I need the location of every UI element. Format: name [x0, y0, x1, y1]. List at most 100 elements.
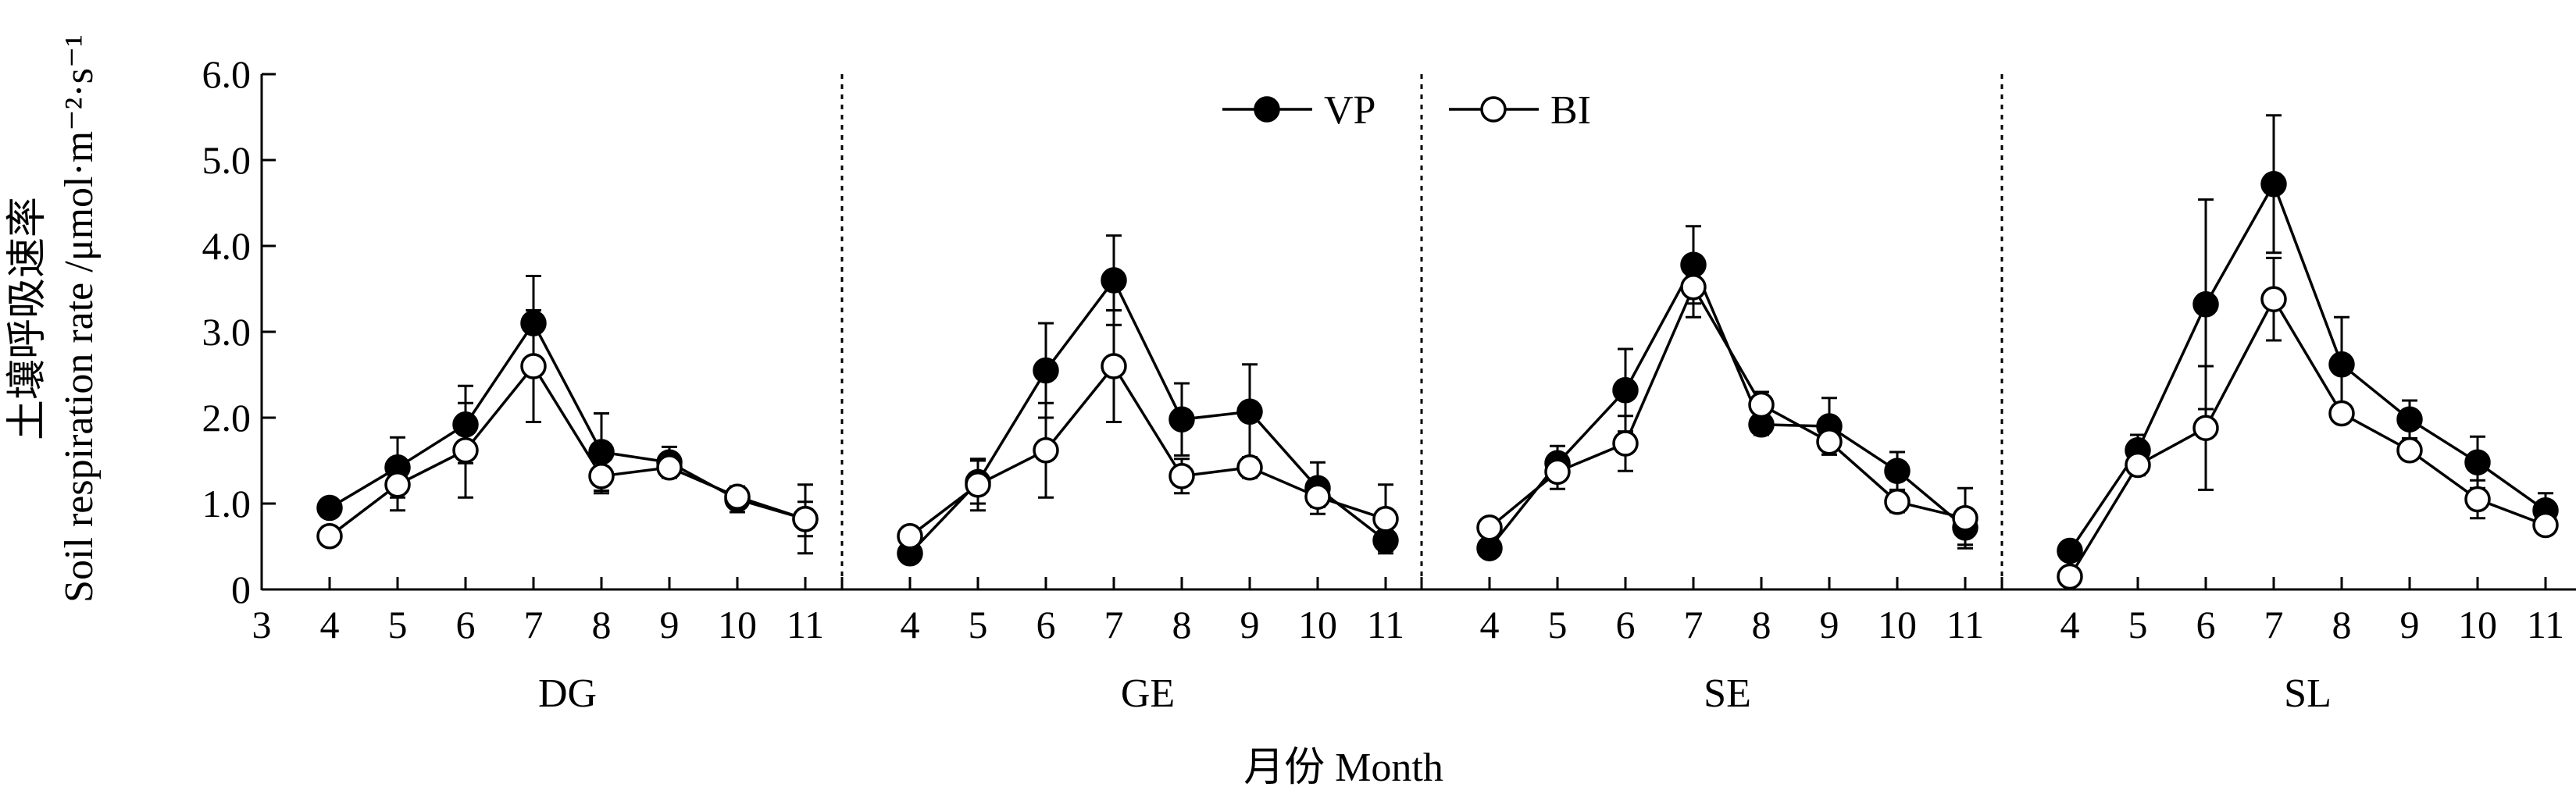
x-tick-label: 6 [2196, 603, 2216, 646]
data-point-bi [588, 463, 615, 490]
data-point-vp [2057, 537, 2083, 564]
legend-label: VP [1324, 88, 1375, 133]
x-tick-label: 9 [2400, 603, 2420, 646]
y-tick-label: 3.0 [202, 310, 252, 354]
data-point-bi [384, 472, 411, 498]
y-axis-title-en: Soil respiration rate /μmol·m⁻²·s⁻¹ [57, 34, 102, 603]
legend-marker [1480, 96, 1507, 123]
panel-dg: DG [316, 275, 819, 716]
data-point-bi [1033, 437, 1059, 464]
y-axis-title-cn: 土壤呼吸速率 [5, 197, 50, 440]
x-tick-label: 5 [969, 603, 988, 646]
panel-label: GE [1121, 671, 1175, 716]
x-tick-label: 7 [2264, 603, 2284, 646]
legend-marker [1254, 96, 1280, 123]
y-tick-label: 4.0 [202, 224, 252, 268]
x-tick-label: 6 [1616, 603, 1636, 646]
legend-bi: BI [1449, 88, 1591, 133]
data-point-bi [452, 437, 479, 464]
data-point-bi [2057, 563, 2083, 590]
data-point-bi [656, 454, 683, 481]
x-tick-label: 10 [1298, 603, 1337, 646]
x-tick-label: 8 [1172, 603, 1192, 646]
x-tick-label: 11 [787, 603, 824, 646]
data-point-vp [1372, 527, 1399, 554]
data-point-vp [1168, 406, 1195, 433]
data-point-vp [2396, 406, 2423, 433]
data-point-vp [2464, 449, 2491, 475]
data-point-bi [2328, 400, 2355, 427]
data-point-bi [792, 506, 819, 532]
data-point-vp [1033, 357, 1059, 384]
x-tick-label: 3 [252, 603, 272, 646]
x-tick-label: 7 [524, 603, 544, 646]
panel-ge: GE [897, 234, 1399, 716]
x-tick-label: 7 [1104, 603, 1124, 646]
data-point-bi [897, 523, 923, 550]
x-tick-label: 6 [456, 603, 476, 646]
x-tick-label: 10 [718, 603, 757, 646]
data-point-bi [2464, 486, 2491, 513]
x-tick-label: 6 [1036, 603, 1056, 646]
x-tick-label: 9 [1820, 603, 1839, 646]
panel-se: SE [1476, 225, 1978, 716]
y-tick-label: 2.0 [202, 396, 252, 440]
data-point-bi [1476, 514, 1503, 541]
data-point-bi [2125, 451, 2151, 479]
data-point-bi [1680, 274, 1707, 301]
data-point-bi [1952, 504, 1978, 532]
x-tick-label: 8 [1752, 603, 1771, 646]
data-point-vp [316, 494, 343, 522]
x-tick-label: 4 [1480, 603, 1500, 646]
x-tick-label: 4 [320, 603, 340, 646]
y-tick-label: 0 [231, 568, 251, 611]
data-point-bi [1884, 489, 1911, 515]
y-tick-label: 6.0 [202, 52, 252, 96]
x-tick-label: 8 [2332, 603, 2352, 646]
data-point-vp [2192, 291, 2219, 318]
data-point-bi [1168, 463, 1195, 490]
x-tick-label: 9 [1240, 603, 1260, 646]
series-line-vp [908, 277, 1387, 555]
x-tick-label: 4 [901, 603, 920, 646]
x-axis-title: 月份 Month [1243, 746, 1443, 790]
data-point-bi [1372, 506, 1399, 532]
data-point-bi [1748, 391, 1775, 418]
legend-label: BI [1550, 88, 1591, 133]
data-point-bi [1544, 458, 1571, 486]
x-tick-label: 9 [660, 603, 680, 646]
data-point-vp [2260, 171, 2287, 198]
data-point-bi [1236, 454, 1263, 481]
x-tick-label: 4 [2060, 603, 2080, 646]
x-tick-label: 7 [1684, 603, 1704, 646]
y-tick-label: 1.0 [202, 482, 252, 525]
y-tick-label: 5.0 [202, 138, 252, 182]
data-point-bi [520, 353, 547, 379]
data-point-vp [1680, 251, 1707, 278]
x-tick-label: 10 [2458, 603, 2497, 646]
data-point-bi [724, 483, 751, 510]
panel-label: DG [538, 671, 597, 716]
data-point-vp [452, 411, 479, 438]
data-point-bi [1816, 429, 1843, 455]
legend: VP BI [1222, 88, 1591, 133]
data-point-vp [1101, 267, 1127, 294]
data-point-bi [1612, 430, 1639, 457]
x-tick-label: 10 [1878, 603, 1917, 646]
data-point-bi [2260, 286, 2287, 312]
data-point-bi [2192, 415, 2219, 441]
x-tick-label: 5 [388, 603, 408, 646]
data-point-bi [1304, 483, 1331, 510]
x-tick-label: 8 [592, 603, 612, 646]
data-point-bi [2396, 437, 2423, 464]
x-tick-label: 5 [2128, 603, 2148, 646]
axes: 0 1.0 2.0 3.0 4.0 5.0 6.0 3 4 5 6 7 8 9 10 11 4 5 6 7 8 9 10 11… [202, 52, 2576, 646]
data-point-bi [1101, 353, 1127, 379]
x-tick-label: 11 [1367, 603, 1404, 646]
data-point-vp [1612, 377, 1639, 404]
x-tick-label: 11 [2527, 603, 2564, 646]
data-point-vp [1236, 398, 1263, 425]
data-point-bi [965, 472, 991, 498]
panel-label: SE [1704, 671, 1751, 716]
